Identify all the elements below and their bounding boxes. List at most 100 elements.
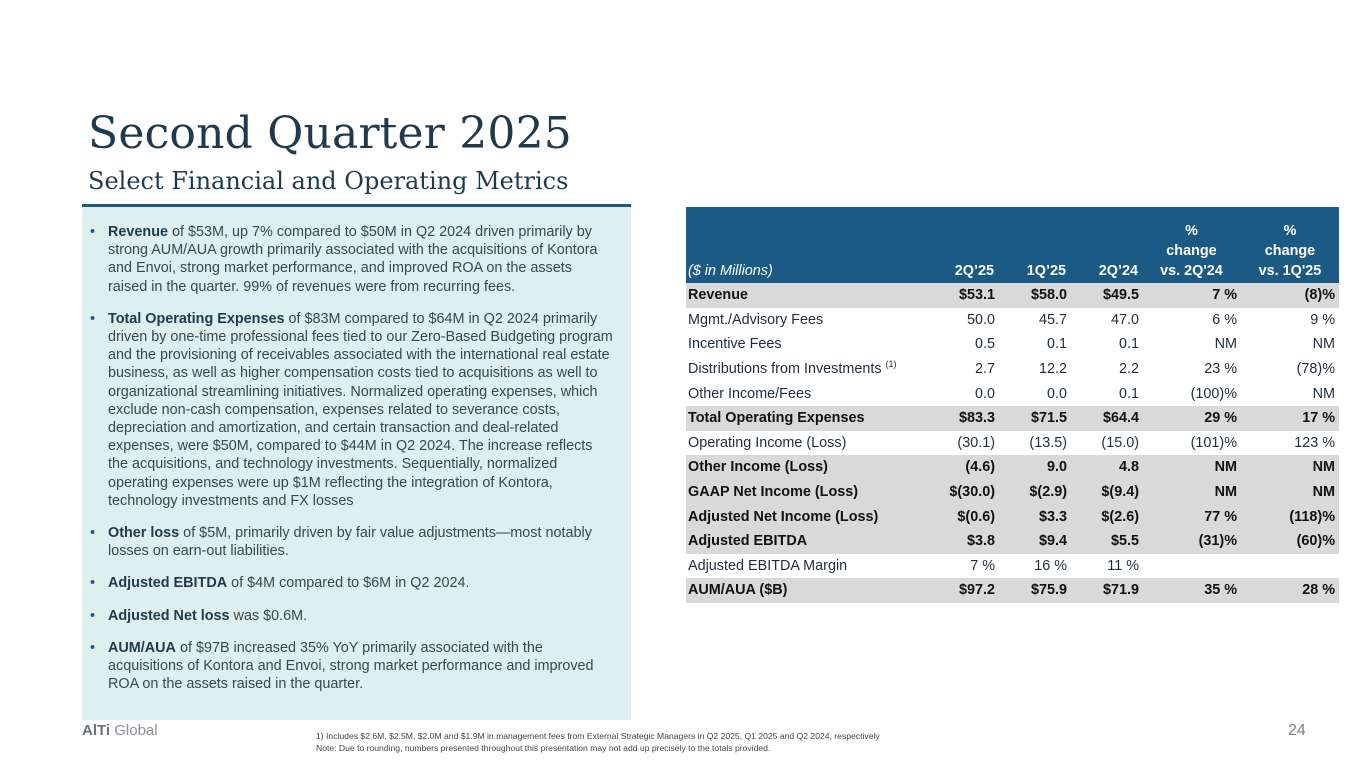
cell-1q25: 0.1 — [1046, 336, 1067, 353]
cell-change-vs-1q25: 28 % — [1302, 582, 1335, 599]
table-row: AUM/AUA ($B) $97.2 $75.9 $71.9 35 % 28 % — [686, 578, 1339, 603]
cell-change-vs-1q25: (118)% — [1289, 508, 1335, 525]
cell-change-vs-2q24: 7 % — [1212, 287, 1237, 304]
cell-change-vs-1q25: 17 % — [1302, 410, 1335, 427]
highlights-panel: • Revenue of $53M, up 7% compared to $50M… — [82, 207, 631, 720]
cell-2q25: (4.6) — [965, 459, 995, 476]
cell-change-vs-2q24: (31)% — [1198, 533, 1237, 550]
metrics-table: ($ in Millions) 2Q’25 1Q’25 2Q’24 % chang… — [686, 207, 1339, 603]
footnotes: 1) Includes $2.6M, $2.5M, $2.0M and $1.9… — [316, 731, 880, 754]
cell-1q25: $(2.9) — [1029, 484, 1067, 501]
row-label: Other Income/Fees — [688, 385, 812, 402]
cell-change-vs-1q25: NM — [1312, 484, 1335, 501]
row-label: Adjusted EBITDA — [688, 533, 808, 550]
footnote-note: Note: Due to rounding, numbers presented… — [316, 742, 771, 753]
highlight-operating-expenses: • Total Operating Expenses of $83M compar… — [90, 310, 613, 509]
bullet-icon: • — [90, 310, 96, 327]
cell-2q24: $49.5 — [1102, 287, 1139, 304]
table-row: Operating Income (Loss) (30.1) (13.5) (15.0… — [686, 431, 1339, 456]
cell-2q24: 11 % — [1107, 557, 1139, 574]
cell-2q25: 0.5 — [974, 336, 995, 353]
page-title: Second Quarter 2025 — [88, 108, 572, 159]
footnote-1: 1) Includes $2.6M, $2.5M, $2.0M and $1.9… — [316, 731, 880, 741]
cell-2q25: 7 % — [970, 557, 995, 574]
row-label: AUM/AUA ($B) — [688, 582, 788, 599]
highlight-adjusted-ebitda: • Adjusted EBITDA of $4M compared to $6M … — [90, 575, 470, 592]
cell-2q25: (30.1) — [957, 434, 995, 451]
cell-2q24: $5.5 — [1110, 533, 1139, 550]
row-label: Operating Income (Loss) — [688, 434, 847, 451]
title-divider — [82, 204, 631, 207]
cell-change-vs-2q24: NM — [1214, 336, 1237, 353]
cell-change-vs-1q25: (60)% — [1296, 533, 1335, 550]
cell-2q24: 0.1 — [1118, 336, 1139, 353]
table-row: Revenue $53.1 $58.0 $49.5 7 % (8)% — [686, 283, 1339, 308]
header-change-vs-2q24: % change vs. 2Q'24 — [1160, 223, 1223, 279]
highlight-other-loss: • Other loss of $5M, primarily driven by … — [90, 525, 592, 560]
table-row: Other Income/Fees 0.0 0.0 0.1 (100)% NM — [686, 381, 1339, 406]
cell-2q25: $(0.6) — [957, 508, 995, 525]
cell-change-vs-1q25 — [1241, 554, 1339, 579]
row-label: Adjusted Net Income (Loss) — [688, 508, 879, 525]
row-label: GAAP Net Income (Loss) — [688, 484, 859, 501]
row-label: Adjusted EBITDA Margin — [688, 557, 848, 574]
bullet-icon: • — [90, 639, 96, 656]
cell-1q25: $9.4 — [1038, 533, 1067, 550]
bullet-icon: • — [90, 607, 96, 624]
cell-change-vs-1q25: (78)% — [1296, 361, 1335, 378]
cell-change-vs-1q25: 9 % — [1310, 311, 1335, 328]
cell-1q25: 0.0 — [1046, 385, 1067, 402]
cell-2q25: $53.1 — [958, 287, 995, 304]
cell-2q24: $(9.4) — [1101, 484, 1139, 501]
cell-2q24: 2.2 — [1118, 361, 1139, 378]
header-2q24: 2Q’24 — [1098, 263, 1138, 279]
header-2q25: 2Q’25 — [954, 263, 994, 279]
cell-1q25: $3.3 — [1038, 508, 1067, 525]
cell-2q24: 0.1 — [1118, 385, 1139, 402]
cell-change-vs-1q25: NM — [1312, 336, 1335, 353]
highlights-list: • Revenue of $53M, up 7% compared to $50M… — [90, 223, 613, 693]
cell-2q25: 50.0 — [966, 311, 995, 328]
brand-logo: AlTi Global — [82, 722, 158, 739]
header-units: ($ in Millions) — [688, 263, 773, 279]
cell-1q25: 16 % — [1034, 557, 1067, 574]
table-row: Adjusted Net Income (Loss) $(0.6) $3.3 $(2.… — [686, 504, 1339, 529]
cell-change-vs-2q24 — [1142, 554, 1241, 579]
metrics-table-container: ($ in Millions) 2Q’25 1Q’25 2Q’24 % chang… — [686, 207, 1339, 603]
cell-change-vs-2q24: 77 % — [1204, 508, 1237, 525]
row-label: Revenue — [688, 287, 748, 304]
table-row: Distributions from Investments (1) 2.7 12.… — [686, 357, 1339, 382]
cell-2q24: $(2.6) — [1101, 508, 1139, 525]
cell-2q25: $97.2 — [958, 582, 995, 599]
cell-2q25: 0.0 — [974, 385, 995, 402]
cell-1q25: 45.7 — [1038, 311, 1067, 328]
row-label: Mgmt./Advisory Fees — [688, 311, 824, 328]
header-1q25: 1Q’25 — [1026, 263, 1066, 279]
cell-change-vs-1q25: NM — [1312, 385, 1335, 402]
cell-change-vs-2q24: (101)% — [1190, 434, 1237, 451]
cell-change-vs-2q24: 29 % — [1204, 410, 1237, 427]
cell-2q24: 4.8 — [1118, 459, 1139, 476]
row-label: Total Operating Expenses — [688, 410, 865, 427]
table-row: GAAP Net Income (Loss) $(30.0) $(2.9) $(9.4… — [686, 479, 1339, 505]
cell-change-vs-2q24: 35 % — [1204, 582, 1237, 599]
cell-change-vs-1q25: (8)% — [1304, 287, 1335, 304]
cell-change-vs-1q25: 123 % — [1294, 434, 1335, 451]
table-row: Incentive Fees 0.5 0.1 0.1 NM NM — [686, 332, 1339, 357]
cell-2q25: $3.8 — [966, 533, 995, 550]
cell-2q24: $64.4 — [1102, 410, 1139, 427]
cell-1q25: (13.5) — [1029, 434, 1067, 451]
cell-2q25: $(30.0) — [949, 484, 995, 501]
cell-1q25: $71.5 — [1030, 410, 1067, 427]
highlight-revenue: • Revenue of $53M, up 7% compared to $50M… — [90, 224, 598, 295]
table-body: Revenue $53.1 $58.0 $49.5 7 % (8)% Mgmt./Advis… — [686, 283, 1339, 603]
table-row: Other Income (Loss) (4.6) 9.0 4.8 NM NM — [686, 455, 1339, 480]
table-row: Mgmt./Advisory Fees 50.0 45.7 47.0 6 % 9 % — [686, 308, 1339, 333]
highlight-aum-aua: • AUM/AUA of $97B increased 35% YoY prima… — [90, 639, 594, 693]
cell-change-vs-2q24: (100)% — [1190, 385, 1237, 402]
table-row: Total Operating Expenses $83.3 $71.5 $64.4 2… — [686, 405, 1339, 431]
bullet-icon: • — [90, 575, 96, 592]
cell-change-vs-2q24: NM — [1214, 459, 1237, 476]
cell-1q25: 12.2 — [1038, 361, 1067, 378]
row-label: Distributions from Investments (1) — [688, 359, 897, 378]
